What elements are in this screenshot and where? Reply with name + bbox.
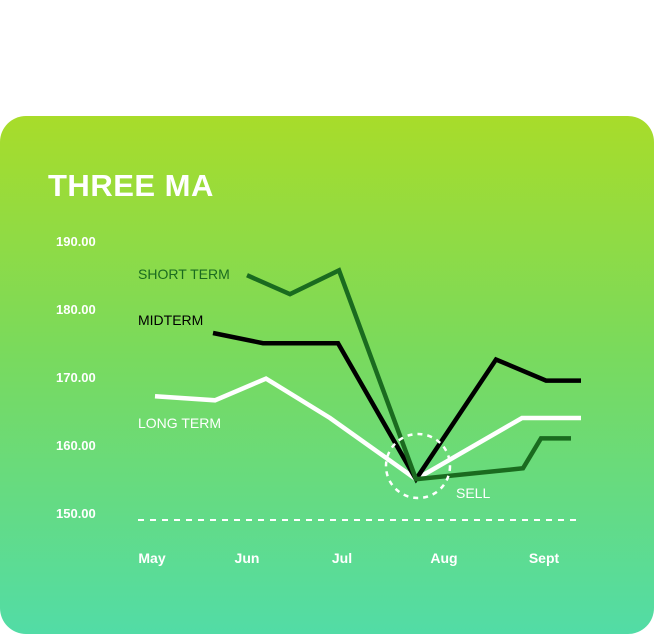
series-labels: SHORT TERM MIDTERM LONG TERM	[138, 266, 230, 431]
y-tick-label: 170.00	[56, 370, 96, 385]
x-tick-label: Sept	[529, 550, 560, 566]
sell-annotation: SELL	[384, 432, 490, 501]
y-tick-label: 150.00	[56, 506, 96, 521]
series-label-long-term: LONG TERM	[138, 415, 221, 431]
x-axis: May Jun Jul Aug Sept	[138, 550, 559, 566]
series-label-midterm: MIDTERM	[138, 312, 203, 328]
sell-label: SELL	[456, 485, 490, 501]
chart-title: THREE MA	[48, 168, 214, 203]
series-line-midterm	[212, 330, 581, 484]
x-tick-label: Jun	[235, 550, 260, 566]
chart-card: 190.00 180.00 170.00 160.00 150.00 May Jun Jul…	[0, 116, 654, 634]
chart-svg: 190.00 180.00 170.00 160.00 150.00 May Jun Jul…	[56, 234, 582, 566]
sell-circle	[384, 432, 452, 500]
x-tick-label: May	[138, 550, 165, 566]
series-line-short-term	[246, 267, 571, 482]
y-tick-label: 160.00	[56, 438, 96, 453]
series-line-long-term	[154, 376, 581, 482]
series-label-short-term: SHORT TERM	[138, 266, 230, 282]
y-tick-label: 190.00	[56, 234, 96, 249]
series-lines	[154, 267, 581, 484]
y-tick-label: 180.00	[56, 302, 96, 317]
x-tick-label: Jul	[332, 550, 352, 566]
y-axis: 190.00 180.00 170.00 160.00 150.00	[56, 234, 96, 521]
x-tick-label: Aug	[430, 550, 457, 566]
